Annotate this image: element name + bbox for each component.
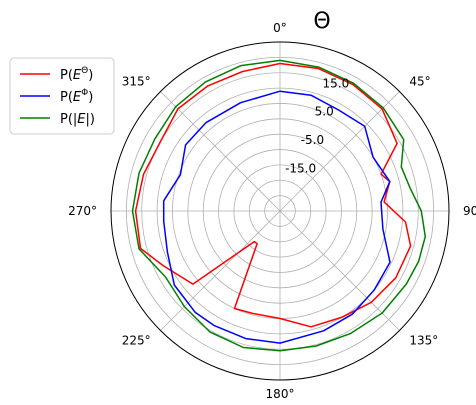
theta-tick-label: 180° [266, 387, 295, 401]
radial-tick-label: -15.0 [285, 161, 316, 175]
series-line-3 [131, 59, 427, 352]
angular-grid-line [160, 91, 281, 212]
theta-tick-label: 135° [409, 333, 438, 347]
series-line-2 [162, 90, 391, 344]
legend-frame [9, 57, 115, 135]
polar-frame [110, 41, 450, 381]
angular-grid-line [279, 91, 400, 212]
radial-tick-label: -5.0 [301, 133, 324, 147]
angular-grid-line [160, 210, 281, 331]
theta-tick-label: 315° [122, 75, 151, 89]
legend: P(EΘ) P(EΦ) P(|E|) [9, 57, 115, 135]
theta-tick-label: 45° [409, 75, 430, 89]
theta-tick-label: 225° [122, 333, 151, 347]
radial-tick-label: 5.0 [315, 105, 334, 119]
theta-tick-label: 270° [68, 204, 97, 218]
legend-entry-label: P(EΦ) [60, 88, 93, 105]
legend-entry-label: P(|E|) [60, 112, 95, 127]
tick-labels: 0° 45° 90° 135° 180° 225° 270° 315° -15.0 -5.0 5.0… [68, 21, 476, 401]
legend-entry-label: P(EΘ) [60, 66, 93, 83]
angular-grid-line [279, 210, 400, 331]
chart-title: Θ [313, 9, 330, 34]
theta-tick-label: 0° [273, 21, 287, 35]
radial-tick-label: 15.0 [323, 76, 350, 90]
polar-grid [110, 41, 450, 381]
series-layer [131, 59, 427, 352]
series-line-1 [134, 62, 412, 328]
theta-tick-label: 90° [463, 204, 476, 218]
